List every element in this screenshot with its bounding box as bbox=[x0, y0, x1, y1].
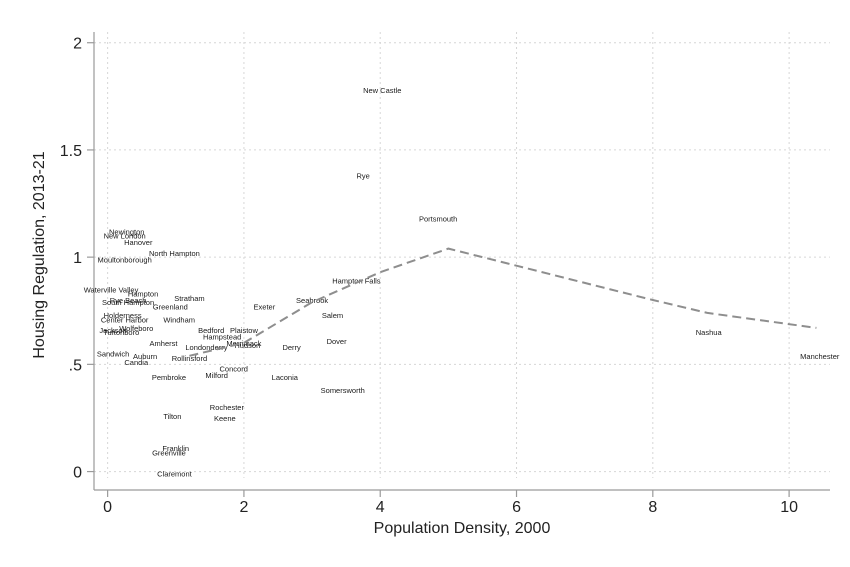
point-label: Derry bbox=[282, 343, 301, 352]
point-label: Tuftonboro bbox=[103, 328, 139, 337]
point-label: Stratham bbox=[174, 294, 204, 303]
point-label: Center Harbor bbox=[101, 315, 149, 324]
point-label: Dover bbox=[327, 337, 348, 346]
point-label: Portsmouth bbox=[419, 215, 457, 224]
point-label: Windham bbox=[163, 315, 195, 324]
point-label: Greenland bbox=[153, 302, 188, 311]
point-label: Hudson bbox=[234, 341, 260, 350]
point-label: Pembroke bbox=[152, 373, 186, 382]
point-label: Moultonborough bbox=[98, 255, 152, 264]
point-label: Candia bbox=[124, 358, 149, 367]
grid-lines bbox=[94, 32, 830, 478]
y-tick-label: 1 bbox=[73, 250, 82, 267]
point-label: Franklin bbox=[162, 444, 189, 453]
y-tick-label: 0 bbox=[73, 465, 82, 482]
point-label: Rochester bbox=[210, 403, 245, 412]
point-label: Bedford bbox=[198, 326, 224, 335]
point-label: Seabrook bbox=[296, 296, 328, 305]
point-label: Waterville Valley bbox=[84, 285, 139, 294]
point-label: North Hampton bbox=[149, 249, 200, 258]
x-tick-label: 0 bbox=[103, 499, 112, 516]
y-tick-label: 1.5 bbox=[60, 143, 82, 160]
point-label: Sandwich bbox=[97, 350, 130, 359]
point-label: Newington bbox=[109, 227, 144, 236]
point-label: Hampstead bbox=[203, 332, 241, 341]
x-tick-label: 10 bbox=[780, 499, 798, 516]
point-label: Wolfeboro bbox=[119, 324, 153, 333]
point-label: Somersworth bbox=[321, 386, 365, 395]
axes bbox=[93, 32, 830, 491]
fitted-curve bbox=[189, 247, 817, 357]
y-tick-label: .5 bbox=[69, 357, 82, 374]
x-tick-label: 8 bbox=[648, 499, 657, 516]
point-label: Tilton bbox=[163, 412, 181, 421]
point-label: Holderness bbox=[104, 311, 142, 320]
y-tick-label: 2 bbox=[73, 36, 82, 53]
point-label: Exeter bbox=[254, 302, 276, 311]
point-label: Rye Beach bbox=[110, 296, 147, 305]
point-label: Manchester bbox=[800, 352, 840, 361]
x-tick-label: 2 bbox=[239, 499, 248, 516]
point-label: New London bbox=[104, 232, 146, 241]
point-label: Amherst bbox=[150, 339, 179, 348]
point-label: Londonderry bbox=[185, 343, 227, 352]
y-axis-ticks: 0 .5 1 1.5 2 bbox=[60, 36, 94, 482]
point-label: Plaistow bbox=[230, 326, 259, 335]
point-label: Hampton Falls bbox=[332, 277, 381, 286]
point-label: Laconia bbox=[272, 373, 299, 382]
x-axis-ticks: 0 2 4 6 8 10 bbox=[103, 490, 798, 516]
x-tick-label: 4 bbox=[376, 499, 385, 516]
x-tick-label: 6 bbox=[512, 499, 521, 516]
point-label: Rye bbox=[357, 172, 370, 181]
point-label: Jackson bbox=[99, 326, 127, 335]
point-label: Auburn bbox=[133, 352, 157, 361]
point-label: Rollinsford bbox=[172, 354, 207, 363]
point-label: Keene bbox=[214, 414, 236, 423]
point-label: New Castle bbox=[363, 86, 401, 95]
y-axis-title: Housing Regulation, 2013-21 bbox=[31, 151, 48, 358]
point-label: Salem bbox=[322, 311, 343, 320]
point-label: Hampton bbox=[128, 290, 158, 299]
point-label: Greenville bbox=[152, 448, 186, 457]
point-label: Concord bbox=[220, 365, 248, 374]
x-axis-title: Population Density, 2000 bbox=[374, 520, 551, 537]
point-label: Claremont bbox=[157, 470, 193, 479]
point-label: Hanover bbox=[124, 238, 153, 247]
point-label: Nashua bbox=[696, 328, 723, 337]
point-label: Milford bbox=[205, 371, 228, 380]
point-label: South Hampton bbox=[102, 298, 154, 307]
